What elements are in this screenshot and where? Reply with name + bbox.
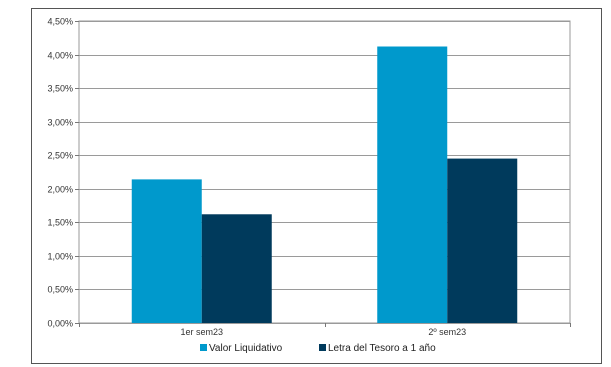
legend-swatch-0 <box>200 344 207 351</box>
y-tick-label: 2,50% <box>47 151 73 161</box>
y-tick-label: 2,00% <box>47 185 73 195</box>
legend-swatch-1 <box>319 344 326 351</box>
bar-chart: 0,00% 0,50% 1,00% 1,50% 2,00% 2,50% 3,00% 3,50%… <box>47 17 571 354</box>
y-tick-label: 1,50% <box>47 218 73 228</box>
y-tick-label: 0,00% <box>47 319 73 329</box>
x-tick-label: 1er sem23 <box>180 327 223 337</box>
y-tick-label: 3,00% <box>47 118 73 128</box>
bar-letra-tesoro-0 <box>201 214 272 323</box>
y-tick-label: 1,00% <box>47 252 73 262</box>
bar-letra-tesoro-1 <box>447 158 518 323</box>
bar-valor-liquidativo-1 <box>377 46 448 323</box>
legend-label-1: Letra del Tesoro a 1 año <box>328 343 436 354</box>
bar-valor-liquidativo-0 <box>131 179 202 323</box>
y-tick-label: 4,50% <box>47 17 73 27</box>
chart-frame: 0,00% 0,50% 1,00% 1,50% 2,00% 2,50% 3,00% 3,50%… <box>31 8 602 364</box>
x-tick-label: 2º sem23 <box>428 327 466 337</box>
y-tick-label: 4,00% <box>47 51 73 61</box>
y-tick-label: 3,50% <box>47 84 73 94</box>
legend-label-0: Valor Liquidativo <box>209 343 283 354</box>
y-tick-label: 0,50% <box>47 285 73 295</box>
